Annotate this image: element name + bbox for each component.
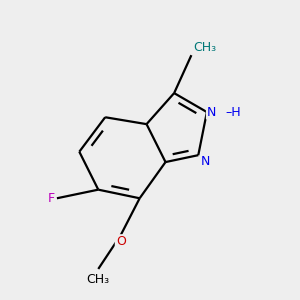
Text: O: O (116, 235, 126, 248)
Text: CH₃: CH₃ (87, 273, 110, 286)
Text: N: N (201, 155, 210, 168)
Text: F: F (48, 192, 55, 205)
Text: –H: –H (226, 106, 242, 118)
Text: CH₃: CH₃ (193, 41, 216, 54)
Text: N: N (207, 106, 216, 118)
